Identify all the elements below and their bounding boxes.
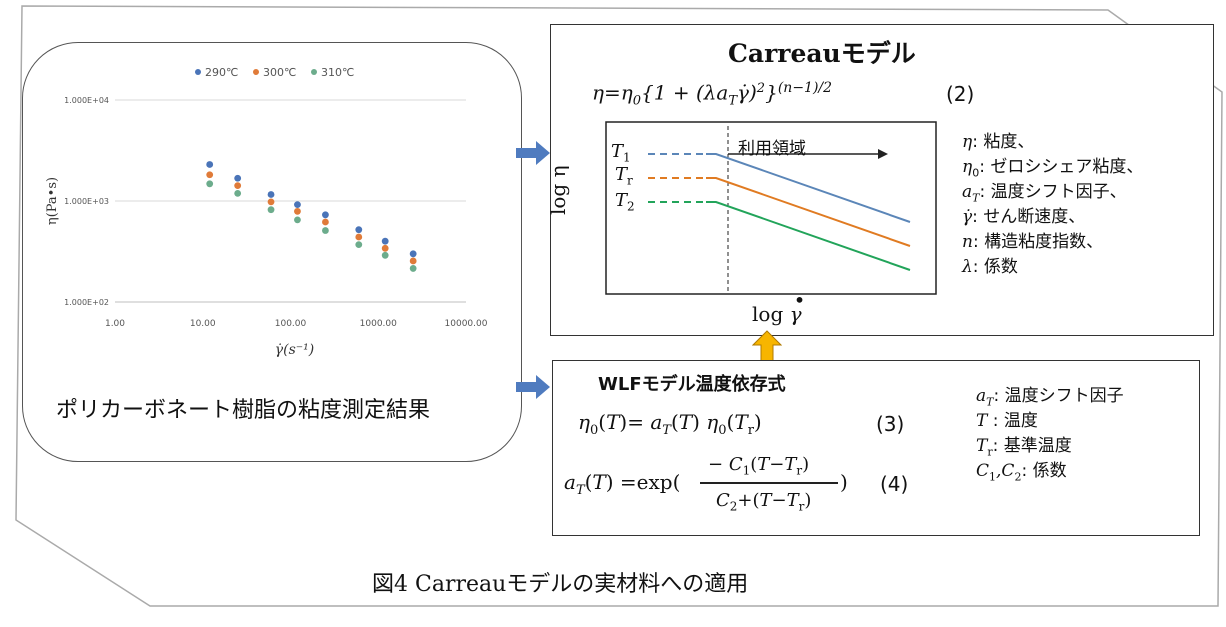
region-label: 利用領域 <box>738 139 806 159</box>
chart-card-caption: ポリカーボネート樹脂の粘度測定結果 <box>56 398 431 423</box>
x-tick-label: 10.00 <box>190 319 216 329</box>
y-axis-title: η(Pa•s) <box>45 177 60 225</box>
data-point-300℃ <box>355 233 363 241</box>
viscosity-chart: 1.000E+04 1.000E+03 1.000E+02 1.00 10.00 100.… <box>45 66 488 358</box>
data-point-300℃ <box>294 207 301 215</box>
legend-label: 310℃ <box>321 66 354 79</box>
data-point-310℃ <box>322 227 329 234</box>
wlf-def-Tr: Tr: 基準温度 <box>976 436 1072 459</box>
data-point-300℃ <box>206 171 214 179</box>
data-point-290℃ <box>234 174 242 182</box>
wlf-equation-3: η0(T)= aT(T) η0(Tr) <box>578 410 762 438</box>
data-point-310℃ <box>267 206 275 214</box>
arrow-to-wlf <box>516 375 550 399</box>
wlf-title: WLFモデル温度依存式 <box>598 374 786 395</box>
legend-label: 290℃ <box>205 66 238 79</box>
wlf-box <box>552 360 1200 536</box>
data-point-290℃ <box>206 161 214 168</box>
y-tick-label: 1.000E+02 <box>64 298 109 307</box>
wlf-def-aT: aT: 温度シフト因子 <box>976 386 1124 409</box>
data-point-300℃ <box>381 244 389 252</box>
def-n: n: 構造粘度指数、 <box>962 232 1104 252</box>
def-gamma-dot: γ̇: せん断速度、 <box>962 207 1086 227</box>
data-point-310℃ <box>234 189 242 197</box>
def-eta: η: 粘度、 <box>962 132 1035 152</box>
data-point-290℃ <box>381 237 389 245</box>
carreau-definitions: η: 粘度、 η0: ゼロシシェア粘度、 aT: 温度シフト因子、 γ̇: せん… <box>962 130 1143 280</box>
def-eta0: η0: ゼロシシェア粘度、 <box>962 157 1144 180</box>
curve-label-t2: T2 <box>615 190 635 214</box>
data-point-290℃ <box>322 211 329 219</box>
x-tick-label: 1000.00 <box>360 319 397 329</box>
wlf-eq4-numerator: − C1(T−Tr) <box>708 454 810 478</box>
y-tick-label: 1.000E+04 <box>64 96 109 105</box>
wlf-equation-4: aT(T) =exp( <box>564 470 681 498</box>
wlf-equation-3-number: (3) <box>876 412 905 436</box>
curve-label-t1: T1 <box>611 141 631 165</box>
carreau-equation-number: (2) <box>946 82 975 106</box>
wlf-def-T: T : 温度 <box>976 411 1038 431</box>
data-point-300℃ <box>322 218 329 226</box>
data-point-290℃ <box>267 191 275 198</box>
data-point-300℃ <box>267 198 275 206</box>
figure-caption: 図4 Carreauモデルの実材料への適用 <box>372 572 749 597</box>
data-point-310℃ <box>409 265 417 272</box>
x-axis-title: γ̇(s⁻¹) <box>275 342 314 358</box>
schematic-x-label: log γ • <box>752 288 806 326</box>
x-tick-label: 10000.00 <box>445 319 488 329</box>
carreau-title: Carreauモデル <box>728 39 916 68</box>
data-point-310℃ <box>206 180 214 188</box>
data-point-310℃ <box>381 251 389 259</box>
data-point-290℃ <box>294 201 301 209</box>
data-point-300℃ <box>234 182 242 190</box>
data-point-290℃ <box>409 250 417 258</box>
wlf-eq4-fraction-bar <box>700 482 838 484</box>
legend-label: 300℃ <box>263 66 296 79</box>
data-point-310℃ <box>294 216 301 224</box>
def-lambda: λ: 係数 <box>962 257 1018 277</box>
x-tick-label: 1.00 <box>105 319 125 329</box>
wlf-eq4-close: ) <box>840 470 848 494</box>
carreau-equation: η=η0{1 + (λaTγ̇)2}(n−1)/2 <box>592 80 833 109</box>
def-aT: aT: 温度シフト因子、 <box>962 182 1127 205</box>
data-point-290℃ <box>355 226 363 234</box>
arrow-wlf-to-carreau <box>752 330 782 362</box>
curve-label-tr: Tr <box>615 164 633 188</box>
x-tick-label: 100.00 <box>275 319 307 329</box>
y-tick-label: 1.000E+03 <box>64 197 109 206</box>
arrow-to-carreau <box>516 141 550 165</box>
legend-marker <box>253 69 259 75</box>
wlf-definitions: aT: 温度シフト因子 T : 温度 Tr: 基準温度 C1,C2: 係数 <box>976 384 1124 484</box>
data-point-300℃ <box>409 257 417 265</box>
wlf-def-C: C1,C2: 係数 <box>976 461 1067 484</box>
wlf-equation-4-number: (4) <box>880 472 909 496</box>
carreau-schematic <box>605 121 937 295</box>
legend-marker <box>311 69 317 75</box>
legend-marker <box>195 69 201 75</box>
chart-card <box>22 42 522 462</box>
data-point-310℃ <box>355 241 363 249</box>
schematic-y-label: log η <box>546 165 570 215</box>
wlf-eq4-denominator: C2+(T−Tr) <box>716 490 812 514</box>
